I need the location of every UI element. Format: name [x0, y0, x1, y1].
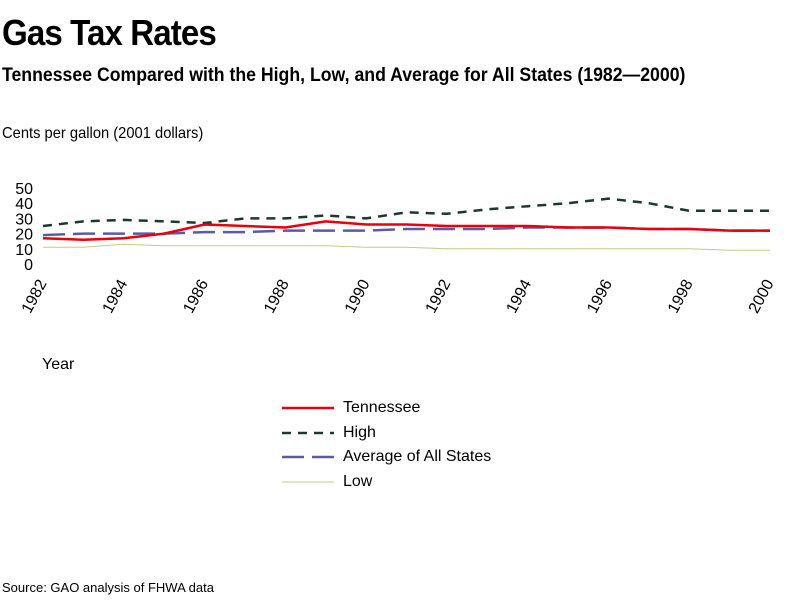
x-tick-label: 1998 — [665, 277, 697, 316]
legend-swatch — [282, 456, 334, 459]
chart-subtitle: Tennessee Compared with the High, Low, a… — [2, 65, 686, 86]
x-tick-label: 2000 — [746, 277, 778, 316]
y-tick-label: 40 — [15, 196, 33, 213]
series-line-low — [43, 243, 770, 251]
x-tick-label: 1988 — [261, 277, 293, 316]
x-tick-label: 1992 — [423, 277, 455, 316]
y-tick-label: 0 — [24, 257, 33, 274]
y-tick-label: 50 — [15, 181, 33, 198]
legend-swatch — [282, 481, 334, 483]
x-tick-label: 1986 — [180, 277, 212, 316]
legend-label: High — [343, 423, 376, 441]
series-line-high — [42, 197, 770, 228]
legend-item: Low — [282, 470, 491, 495]
legend-item: High — [282, 421, 491, 446]
y-tick-label: 30 — [15, 211, 33, 228]
legend-item: Tennessee — [282, 396, 491, 421]
x-tick-label: 1982 — [19, 277, 51, 316]
y-tick-label: 10 — [15, 242, 33, 259]
legend-label: Average of All States — [343, 448, 492, 466]
x-axis-ticks: 1982 1984 1986 1988 1990 1992 1994 1996 1998 2000 — [19, 277, 778, 316]
x-axis-label: Year — [42, 356, 75, 373]
chart-legend: Tennessee High Average of All States Low — [282, 396, 491, 494]
x-tick-label: 1984 — [100, 277, 132, 316]
y-tick-label: 20 — [15, 227, 33, 244]
legend-label: Tennessee — [343, 399, 421, 417]
x-tick-label: 1996 — [584, 277, 616, 316]
series-line-tennessee — [42, 220, 770, 241]
legend-swatch — [282, 431, 334, 434]
x-tick-label: 1994 — [503, 277, 535, 316]
chart-series — [42, 197, 770, 251]
source-note: Source: GAO analysis of FHWA data — [2, 580, 214, 595]
legend-swatch — [282, 407, 334, 410]
chart-title: Gas Tax Rates — [2, 12, 217, 53]
legend-label: Low — [343, 472, 373, 490]
x-tick-label: 1990 — [342, 277, 374, 316]
legend-item: Average of All States — [282, 445, 491, 470]
y-axis-label: Cents per gallon (2001 dollars) — [2, 125, 204, 142]
